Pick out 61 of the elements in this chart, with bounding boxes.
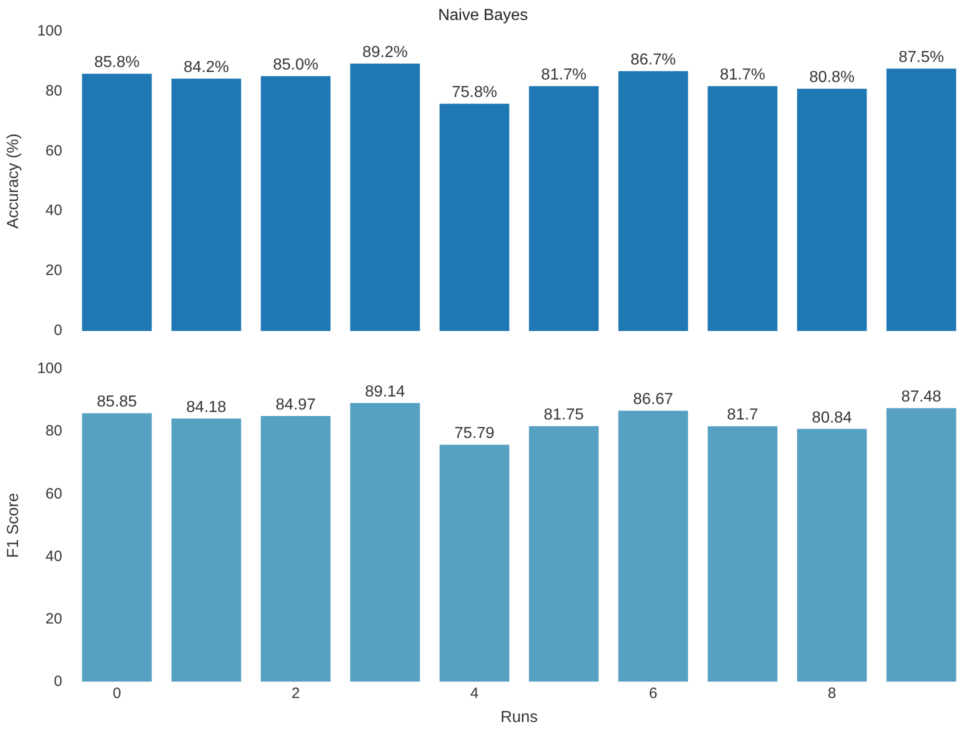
y-axis-title: F1 Score	[5, 492, 22, 558]
data-label: 89.14	[365, 383, 406, 400]
bar	[350, 402, 420, 682]
bar	[797, 428, 867, 682]
bar	[82, 74, 152, 331]
bar	[171, 78, 242, 331]
bar	[440, 104, 510, 331]
bar	[618, 410, 688, 682]
x-tick-label: 0	[112, 684, 122, 702]
bar	[260, 416, 331, 682]
bar	[618, 71, 688, 331]
bar	[708, 426, 778, 682]
data-label: 81.75	[544, 406, 584, 424]
y-tick-label: 40	[46, 548, 62, 565]
bar	[886, 408, 956, 682]
x-tick-label: 2	[292, 684, 300, 702]
data-label: 75.79	[454, 425, 495, 442]
data-label: 86.7%	[630, 51, 676, 68]
data-label: 84.2%	[184, 58, 229, 76]
bar	[886, 68, 956, 331]
y-axis-title: Accuracy (%)	[5, 134, 22, 229]
bar	[528, 426, 599, 682]
data-label: 85.85	[96, 394, 138, 411]
data-label: 80.84	[812, 409, 852, 426]
bar	[708, 86, 778, 331]
x-tick-label: 8	[828, 684, 836, 702]
data-label: 81.7%	[541, 66, 586, 84]
y-tick-label: 80	[46, 82, 62, 100]
data-label: 86.67	[633, 391, 674, 408]
y-tick-label: 100	[37, 360, 62, 378]
data-label: 75.8%	[452, 84, 498, 102]
bar	[350, 64, 420, 331]
y-tick-label: 100	[37, 22, 62, 40]
bar	[171, 418, 242, 682]
chart-title: Naive Bayes	[438, 7, 528, 24]
bar	[528, 86, 599, 331]
data-label: 87.48	[901, 388, 942, 406]
data-label: 87.5%	[898, 49, 944, 66]
x-tick-label: 4	[470, 684, 479, 702]
x-tick-label: 6	[649, 684, 658, 702]
bar	[260, 76, 331, 331]
y-tick-label: 20	[46, 262, 62, 280]
data-label: 89.2%	[362, 44, 408, 61]
bar	[797, 88, 867, 331]
data-label: 84.97	[276, 396, 316, 414]
data-label: 80.8%	[809, 69, 855, 86]
data-label: 81.7	[726, 406, 758, 424]
y-tick-label: 20	[46, 610, 62, 628]
y-tick-label: 0	[54, 322, 62, 340]
y-tick-label: 0	[54, 672, 62, 690]
y-tick-label: 60	[46, 485, 62, 502]
data-label: 85.8%	[94, 54, 140, 72]
bar	[82, 413, 152, 682]
data-label: 81.7%	[720, 66, 766, 84]
y-tick-label: 60	[46, 142, 62, 160]
x-axis-title: Runs	[500, 708, 538, 726]
y-tick-label: 40	[46, 202, 62, 220]
data-label: 85.0%	[272, 56, 318, 74]
bar	[440, 444, 510, 682]
data-label: 84.18	[186, 398, 226, 416]
y-tick-label: 80	[46, 422, 62, 440]
